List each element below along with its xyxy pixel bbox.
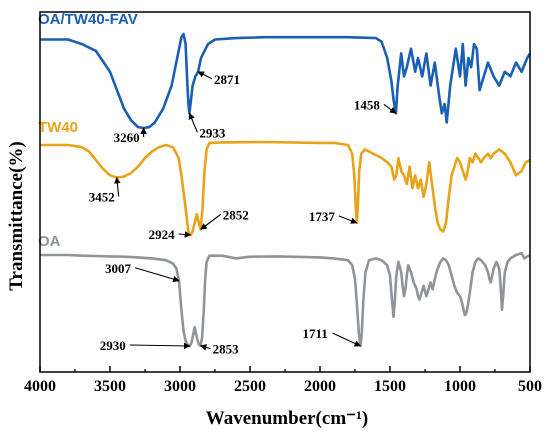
- annotation-label: 1711: [302, 326, 327, 341]
- annotation-arrow: [200, 213, 222, 230]
- annotation-arrow: [178, 231, 192, 238]
- annotation-label: 2871: [214, 72, 240, 87]
- x-tick-label: 3500: [94, 378, 126, 395]
- annotation-arrow: [332, 332, 362, 347]
- annotation-2930: 2930: [100, 338, 191, 353]
- series-label-oa: OA: [38, 233, 61, 250]
- x-axis: 4000 3500 3000 2500 2000 1500 1000 500: [24, 11, 542, 395]
- annotation-arrow: [129, 342, 191, 350]
- x-tick-label: 3000: [164, 378, 196, 395]
- annotation-arrow: [134, 267, 180, 283]
- annotation-arrow: [199, 344, 211, 351]
- annotation-label: 2852: [223, 207, 249, 222]
- annotation-label: 3452: [89, 189, 115, 204]
- annotation-label: 1458: [354, 97, 381, 112]
- annotation-arrow: [338, 215, 358, 224]
- annotation-2924: 2924: [149, 227, 192, 242]
- y-axis-title: Transmittance(%): [6, 141, 27, 291]
- annotation-2853: 2853: [199, 342, 240, 357]
- annotation-3007: 3007: [105, 261, 180, 283]
- annotation-arrow: [197, 71, 213, 80]
- annotation-1711: 1711: [302, 326, 362, 347]
- annotation-1458: 1458: [354, 97, 397, 114]
- x-tick-label: 1000: [444, 378, 476, 395]
- annotation-label: 2930: [100, 338, 126, 353]
- series-line-tw40: [40, 140, 531, 237]
- x-tick-label: 2500: [234, 378, 266, 395]
- annotation-3260: 3260: [114, 127, 147, 145]
- annotation-3452: 3452: [89, 176, 121, 204]
- annotation-1737: 1737: [309, 209, 358, 224]
- annotation-arrow: [114, 176, 121, 197]
- x-tick-label: 500: [518, 378, 542, 395]
- series-labels: OA/TW40-FAV TW40 OA: [38, 11, 138, 250]
- annotation-label: 3007: [105, 261, 131, 276]
- annotations: 3260 2871 2933 1458 3452 2924 2852 1737 3007 2930…: [89, 71, 397, 357]
- annotation-2852: 2852: [200, 207, 249, 230]
- series-line-oa: [40, 252, 531, 348]
- series-line-oa-tw40-fav: [40, 32, 532, 130]
- annotation-arrow: [383, 103, 397, 114]
- plot-lines: [40, 32, 532, 348]
- x-tick-label: 4000: [24, 378, 56, 395]
- annotation-label: 2853: [213, 342, 240, 357]
- annotation-label: 3260: [114, 130, 140, 145]
- annotation-label: 2933: [199, 125, 226, 140]
- annotation-label: 1737: [309, 209, 336, 224]
- x-tick-label: 2000: [304, 378, 336, 395]
- annotation-arrow: [188, 112, 198, 133]
- annotation-label: 2924: [149, 227, 176, 242]
- annotation-2933: 2933: [188, 112, 226, 140]
- series-label-oa-tw40-fav: OA/TW40-FAV: [38, 11, 138, 28]
- x-tick-label: 1500: [374, 378, 406, 395]
- annotation-2871: 2871: [197, 71, 240, 87]
- x-axis-title: Wavenumber(cm⁻¹): [206, 408, 368, 429]
- series-label-tw40: TW40: [38, 119, 78, 136]
